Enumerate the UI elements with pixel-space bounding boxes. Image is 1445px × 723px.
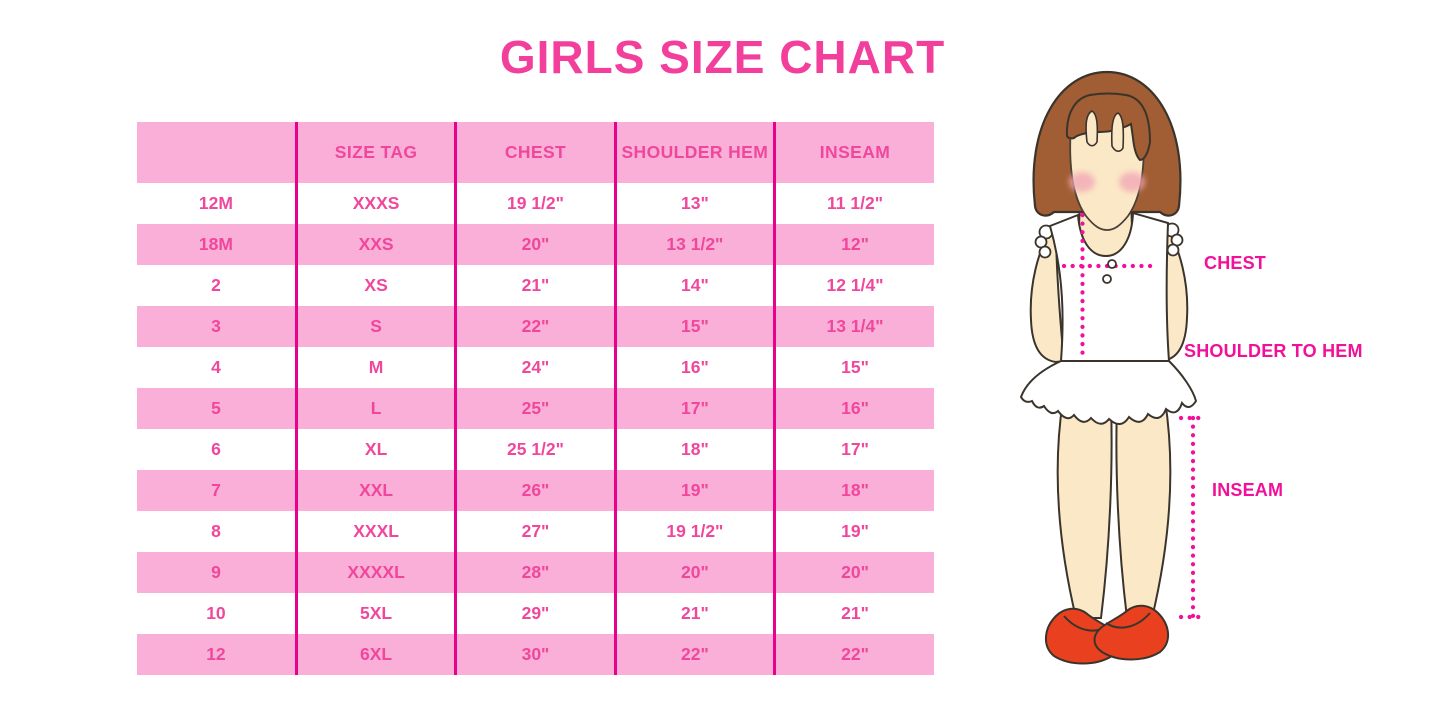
size-cell: 19" bbox=[773, 511, 934, 552]
size-cell: XXXXL bbox=[294, 552, 456, 593]
table-row: 12M XXXS 19 1/2" 13" 11 1/2" bbox=[137, 183, 934, 224]
size-cell: 3 bbox=[137, 306, 297, 347]
size-cell: 12 bbox=[137, 634, 297, 675]
size-cell: M bbox=[294, 347, 456, 388]
size-cell: 10 bbox=[206, 603, 226, 623]
table-row: 3 S 22" 15" 13 1/4" bbox=[137, 306, 934, 347]
size-cell: 19" bbox=[613, 470, 775, 511]
size-cell: 14" bbox=[613, 265, 775, 306]
size-cell: 24" bbox=[454, 347, 616, 388]
size-cell: 18" bbox=[773, 470, 934, 511]
measure-lines bbox=[1061, 212, 1207, 620]
size-cell: 5XL bbox=[294, 593, 456, 634]
table-row: 4 M 24" 16" 15" bbox=[137, 347, 934, 388]
size-cell: S bbox=[294, 306, 456, 347]
size-cell: 19 1/2" bbox=[454, 183, 616, 224]
table-row: 9 XXXXL 28" 20" 20" bbox=[137, 552, 934, 593]
size-cell: 17" bbox=[613, 388, 775, 429]
size-cell: 13 1/2" bbox=[613, 224, 775, 265]
size-cell: 19 1/2" bbox=[613, 511, 775, 552]
size-cell: 12M bbox=[198, 193, 233, 213]
size-cell: 21" bbox=[773, 593, 934, 634]
size-cell: 8 bbox=[211, 521, 221, 541]
size-cell: XXS bbox=[294, 224, 456, 265]
size-cell: 22" bbox=[773, 634, 934, 675]
size-cell: 9 bbox=[137, 552, 297, 593]
size-cell: 20" bbox=[773, 552, 934, 593]
table-row: 6 XL 25 1/2" 18" 17" bbox=[137, 429, 934, 470]
size-cell: 12" bbox=[773, 224, 934, 265]
right-shoe bbox=[1093, 604, 1169, 661]
inseam-label: INSEAM bbox=[1212, 480, 1284, 500]
size-cell: 20" bbox=[454, 224, 616, 265]
size-cell: 12 1/4" bbox=[773, 265, 934, 306]
table-row: 7 XXL 26" 19" 18" bbox=[137, 470, 934, 511]
girl-measurement-figure bbox=[1019, 70, 1207, 665]
size-cell: 27" bbox=[454, 511, 616, 552]
size-cell: 16" bbox=[773, 388, 934, 429]
column-header: SIZE TAG bbox=[294, 122, 456, 183]
column-header: CHEST bbox=[454, 122, 616, 183]
bodice-top bbox=[1048, 211, 1171, 362]
size-cell: 21" bbox=[613, 593, 775, 634]
size-cell: 26" bbox=[454, 470, 616, 511]
girls-size-table: SIZE TAG CHEST SHOULDER HEM INSEAM 12M XXXS 1… bbox=[137, 122, 934, 675]
column-header: INSEAM bbox=[773, 122, 934, 183]
size-cell: XXXS bbox=[294, 183, 456, 224]
size-cell: 15" bbox=[773, 347, 934, 388]
size-cell: 6 bbox=[211, 439, 221, 459]
size-cell: 6XL bbox=[294, 634, 456, 675]
size-cell: 11 1/2" bbox=[773, 183, 934, 224]
size-cell: 25 1/2" bbox=[454, 429, 616, 470]
size-cell: 18M bbox=[137, 224, 297, 265]
right-shoe-strap bbox=[1105, 612, 1151, 629]
table-row: 2 XS 21" 14" 12 1/4" bbox=[137, 265, 934, 306]
left-leg bbox=[1056, 398, 1113, 619]
table-row: 10 5XL 29" 21" 21" bbox=[137, 593, 934, 634]
ruffle-skirt bbox=[1019, 360, 1198, 425]
size-cell: XXL bbox=[294, 470, 456, 511]
size-cell: 7 bbox=[137, 470, 297, 511]
size-cell: XS bbox=[294, 265, 456, 306]
page-title: GIRLS SIZE CHART bbox=[499, 31, 946, 83]
size-cell: XXXL bbox=[294, 511, 456, 552]
size-cell: 20" bbox=[613, 552, 775, 593]
size-cell: XL bbox=[294, 429, 456, 470]
column-header bbox=[137, 122, 297, 183]
size-cell: 5 bbox=[137, 388, 297, 429]
size-cell: 15" bbox=[613, 306, 775, 347]
size-cell: 22" bbox=[613, 634, 775, 675]
size-cell: 30" bbox=[454, 634, 616, 675]
size-cell: 2 bbox=[211, 275, 221, 295]
size-cell: 28" bbox=[454, 552, 616, 593]
size-cell: 18" bbox=[613, 429, 775, 470]
size-cell: 13 1/4" bbox=[773, 306, 934, 347]
bangs-notch-right bbox=[1110, 112, 1125, 152]
table-row: 18M XXS 20" 13 1/2" 12" bbox=[137, 224, 934, 265]
size-table-head: SIZE TAG CHEST SHOULDER HEM INSEAM bbox=[137, 122, 934, 183]
size-cell: L bbox=[294, 388, 456, 429]
size-cell: 4 bbox=[211, 357, 221, 377]
bangs bbox=[1065, 92, 1152, 162]
chest-label: CHEST bbox=[1204, 253, 1267, 273]
size-table-body: 12M XXXS 19 1/2" 13" 11 1/2" 18M XXS 20" 13 1/2"… bbox=[137, 183, 934, 675]
blush bbox=[1069, 172, 1145, 192]
right-leg bbox=[1115, 398, 1172, 619]
size-cell: 21" bbox=[454, 265, 616, 306]
table-row: 5 L 25" 17" 16" bbox=[137, 388, 934, 429]
buttons bbox=[1102, 259, 1117, 284]
table-row: 12 6XL 30" 22" 22" bbox=[137, 634, 934, 675]
size-table-header-row: SIZE TAG CHEST SHOULDER HEM INSEAM bbox=[137, 122, 934, 183]
table-row: 8 XXXL 27" 19 1/2" 19" bbox=[137, 511, 934, 552]
size-cell: 29" bbox=[454, 593, 616, 634]
shoulder-to-hem-label: SHOULDER TO HEM bbox=[1184, 341, 1363, 361]
column-header: SHOULDER HEM bbox=[613, 122, 775, 183]
size-cell: 22" bbox=[454, 306, 616, 347]
size-cell: 17" bbox=[773, 429, 934, 470]
left-arm bbox=[1029, 225, 1066, 364]
size-cell: 25" bbox=[454, 388, 616, 429]
size-cell: 16" bbox=[613, 347, 775, 388]
bangs-notch-left bbox=[1085, 110, 1099, 147]
size-cell: 13" bbox=[613, 183, 775, 224]
